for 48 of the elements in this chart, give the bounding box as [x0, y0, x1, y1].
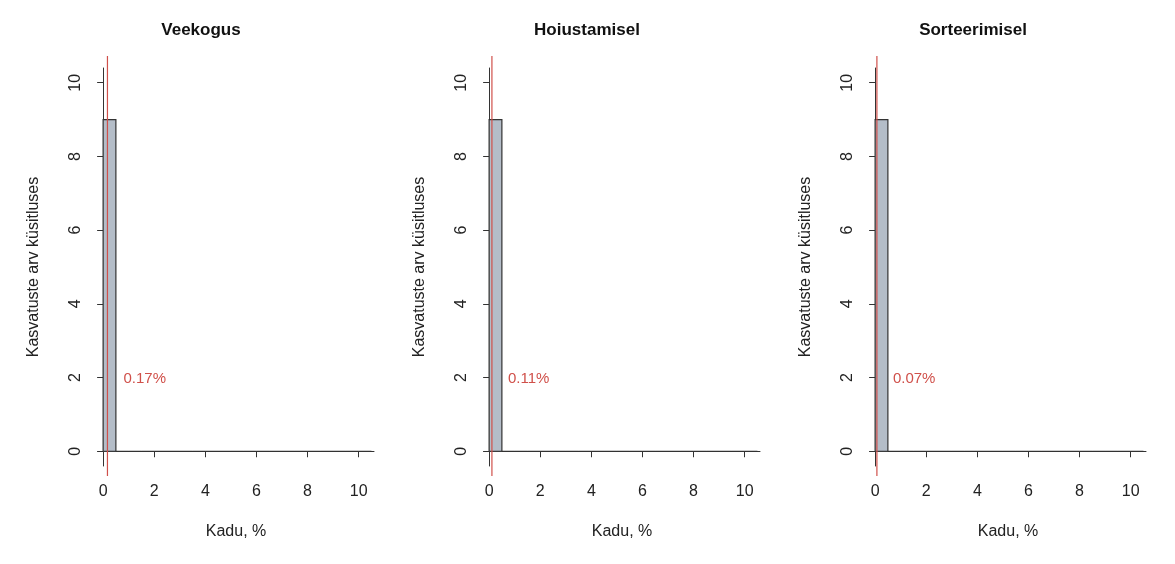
- y-axis-title: Kasvatuste arv küsitluses: [409, 176, 427, 358]
- ref-line-label: 0.11%: [507, 369, 550, 387]
- x-tick-label: 0: [870, 481, 880, 499]
- y-tick-label: 6: [837, 225, 855, 235]
- x-axis-title: Kadu, %: [591, 521, 653, 539]
- y-axis-title: Kasvatuste arv küsitluses: [795, 176, 813, 358]
- x-axis-title: Kadu, %: [205, 521, 267, 539]
- y-tick-label: 6: [451, 225, 469, 235]
- y-tick-label: 4: [451, 299, 469, 309]
- x-tick-label: 4: [200, 481, 210, 499]
- y-tick-label: 0: [451, 446, 469, 456]
- y-tick-label: 10: [451, 73, 469, 92]
- y-tick-label: 6: [65, 225, 83, 235]
- y-tick-label: 2: [837, 373, 855, 383]
- x-tick-label: 0: [98, 481, 108, 499]
- chart-title: Hoiustamisel: [534, 20, 640, 39]
- x-tick-label: 4: [972, 481, 982, 499]
- x-tick-label: 2: [921, 481, 931, 499]
- ref-line-label: 0.07%: [892, 369, 936, 387]
- y-tick-label: 10: [837, 73, 855, 92]
- x-tick-label: 2: [149, 481, 159, 499]
- x-tick-label: 8: [689, 481, 699, 499]
- x-tick-label: 8: [303, 481, 313, 499]
- y-tick-label: 8: [451, 151, 469, 161]
- y-tick-label: 4: [837, 299, 855, 309]
- x-tick-label: 6: [637, 481, 647, 499]
- x-tick-label: 10: [1121, 481, 1140, 499]
- chart-title: Sorteerimisel: [919, 20, 1027, 39]
- ref-line-label: 0.17%: [123, 369, 166, 387]
- x-tick-label: 2: [535, 481, 545, 499]
- y-tick-label: 8: [65, 151, 83, 161]
- x-tick-label: 10: [349, 481, 368, 499]
- x-tick-label: 4: [586, 481, 596, 499]
- y-tick-label: 8: [837, 151, 855, 161]
- x-tick-label: 6: [251, 481, 261, 499]
- y-tick-label: 10: [65, 73, 83, 92]
- y-axis-title: Kasvatuste arv küsitluses: [23, 176, 41, 358]
- y-tick-label: 0: [65, 446, 83, 456]
- x-tick-label: 6: [1023, 481, 1033, 499]
- x-tick-label: 0: [484, 481, 494, 499]
- y-tick-label: 0: [837, 446, 855, 456]
- y-tick-label: 2: [451, 373, 469, 383]
- x-tick-label: 8: [1075, 481, 1085, 499]
- x-axis-title: Kadu, %: [977, 521, 1039, 539]
- y-tick-label: 2: [65, 373, 83, 383]
- chart-title: Veekogus: [161, 20, 241, 39]
- y-tick-label: 4: [65, 299, 83, 309]
- x-tick-label: 10: [735, 481, 754, 499]
